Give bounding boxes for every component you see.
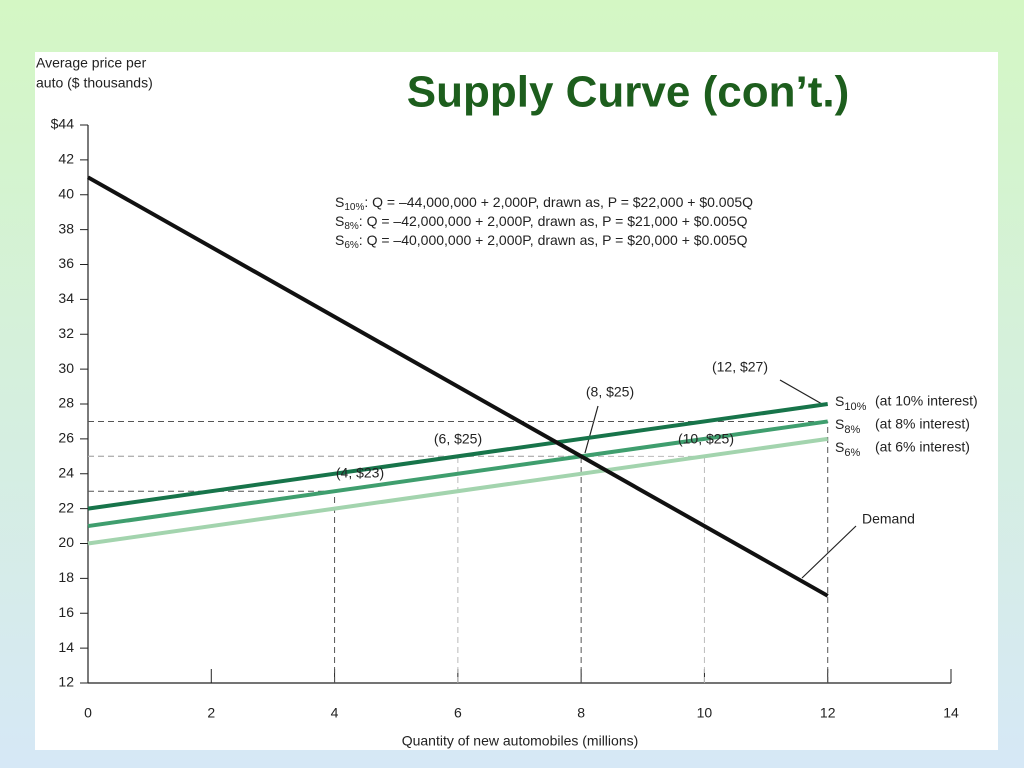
legend-label: (at 6% interest) xyxy=(875,439,970,455)
y-tick-label: 32 xyxy=(58,325,74,341)
x-tick-label: 2 xyxy=(207,705,215,721)
x-tick-label: 0 xyxy=(84,705,92,721)
point-label: (12, $27) xyxy=(712,359,768,375)
y-axis-label: Average price per xyxy=(36,55,147,71)
y-tick-label: 42 xyxy=(58,151,74,167)
point-label: (6, $25) xyxy=(434,431,482,447)
y-tick-label: 38 xyxy=(58,220,74,236)
y-tick-label: 12 xyxy=(58,674,74,690)
legend-label: Demand xyxy=(862,511,915,527)
legend-name: S10% xyxy=(835,393,867,413)
y-tick-label: 22 xyxy=(58,499,74,515)
series-line xyxy=(87,175,829,598)
y-tick-label: 40 xyxy=(58,185,74,201)
x-tick-label: 4 xyxy=(331,705,339,721)
y-tick-label: 34 xyxy=(58,290,74,306)
series-line xyxy=(87,402,828,511)
x-tick-label: 8 xyxy=(577,705,585,721)
point-label: (4, $23) xyxy=(336,465,384,481)
equation: S6%: Q = –40,000,000 + 2,000P, drawn as,… xyxy=(335,232,748,251)
y-tick-label: 28 xyxy=(58,395,74,411)
y-tick-label: 26 xyxy=(58,430,74,446)
point-label: (8, $25) xyxy=(586,384,634,400)
x-tick-label: 12 xyxy=(820,705,836,721)
chart-title: Supply Curve (con’t.) xyxy=(407,68,849,117)
y-tick-label: 36 xyxy=(58,255,74,271)
y-tick-label: 18 xyxy=(58,569,74,585)
point-label: (10, $25) xyxy=(678,431,734,447)
y-axis-label: auto ($ thousands) xyxy=(36,75,153,91)
legend-name: S6% xyxy=(835,439,860,459)
x-axis-label: Quantity of new automobiles (millions) xyxy=(402,733,639,749)
pointer xyxy=(801,525,857,579)
x-tick-label: 10 xyxy=(697,705,713,721)
legend-name: S8% xyxy=(835,416,860,436)
x-tick-label: 14 xyxy=(943,705,959,721)
y-tick-label: 24 xyxy=(58,464,74,480)
chart-panel xyxy=(35,52,998,750)
y-tick-label: $44 xyxy=(51,116,75,132)
y-tick-label: 30 xyxy=(58,360,74,376)
series-line xyxy=(87,419,828,529)
legend-label: (at 8% interest) xyxy=(875,416,970,432)
y-tick-label: 20 xyxy=(58,534,74,550)
y-tick-label: 14 xyxy=(58,639,74,655)
legend-label: (at 10% interest) xyxy=(875,393,978,409)
series-line xyxy=(87,436,828,546)
pointers xyxy=(584,379,857,579)
x-tick-label: 6 xyxy=(454,705,462,721)
equation: S10%: Q = –44,000,000 + 2,000P, drawn as… xyxy=(335,194,753,213)
pointer xyxy=(779,379,823,405)
equation: S8%: Q = –42,000,000 + 2,000P, drawn as,… xyxy=(335,213,748,232)
y-tick-label: 16 xyxy=(58,604,74,620)
pointer xyxy=(584,405,599,454)
